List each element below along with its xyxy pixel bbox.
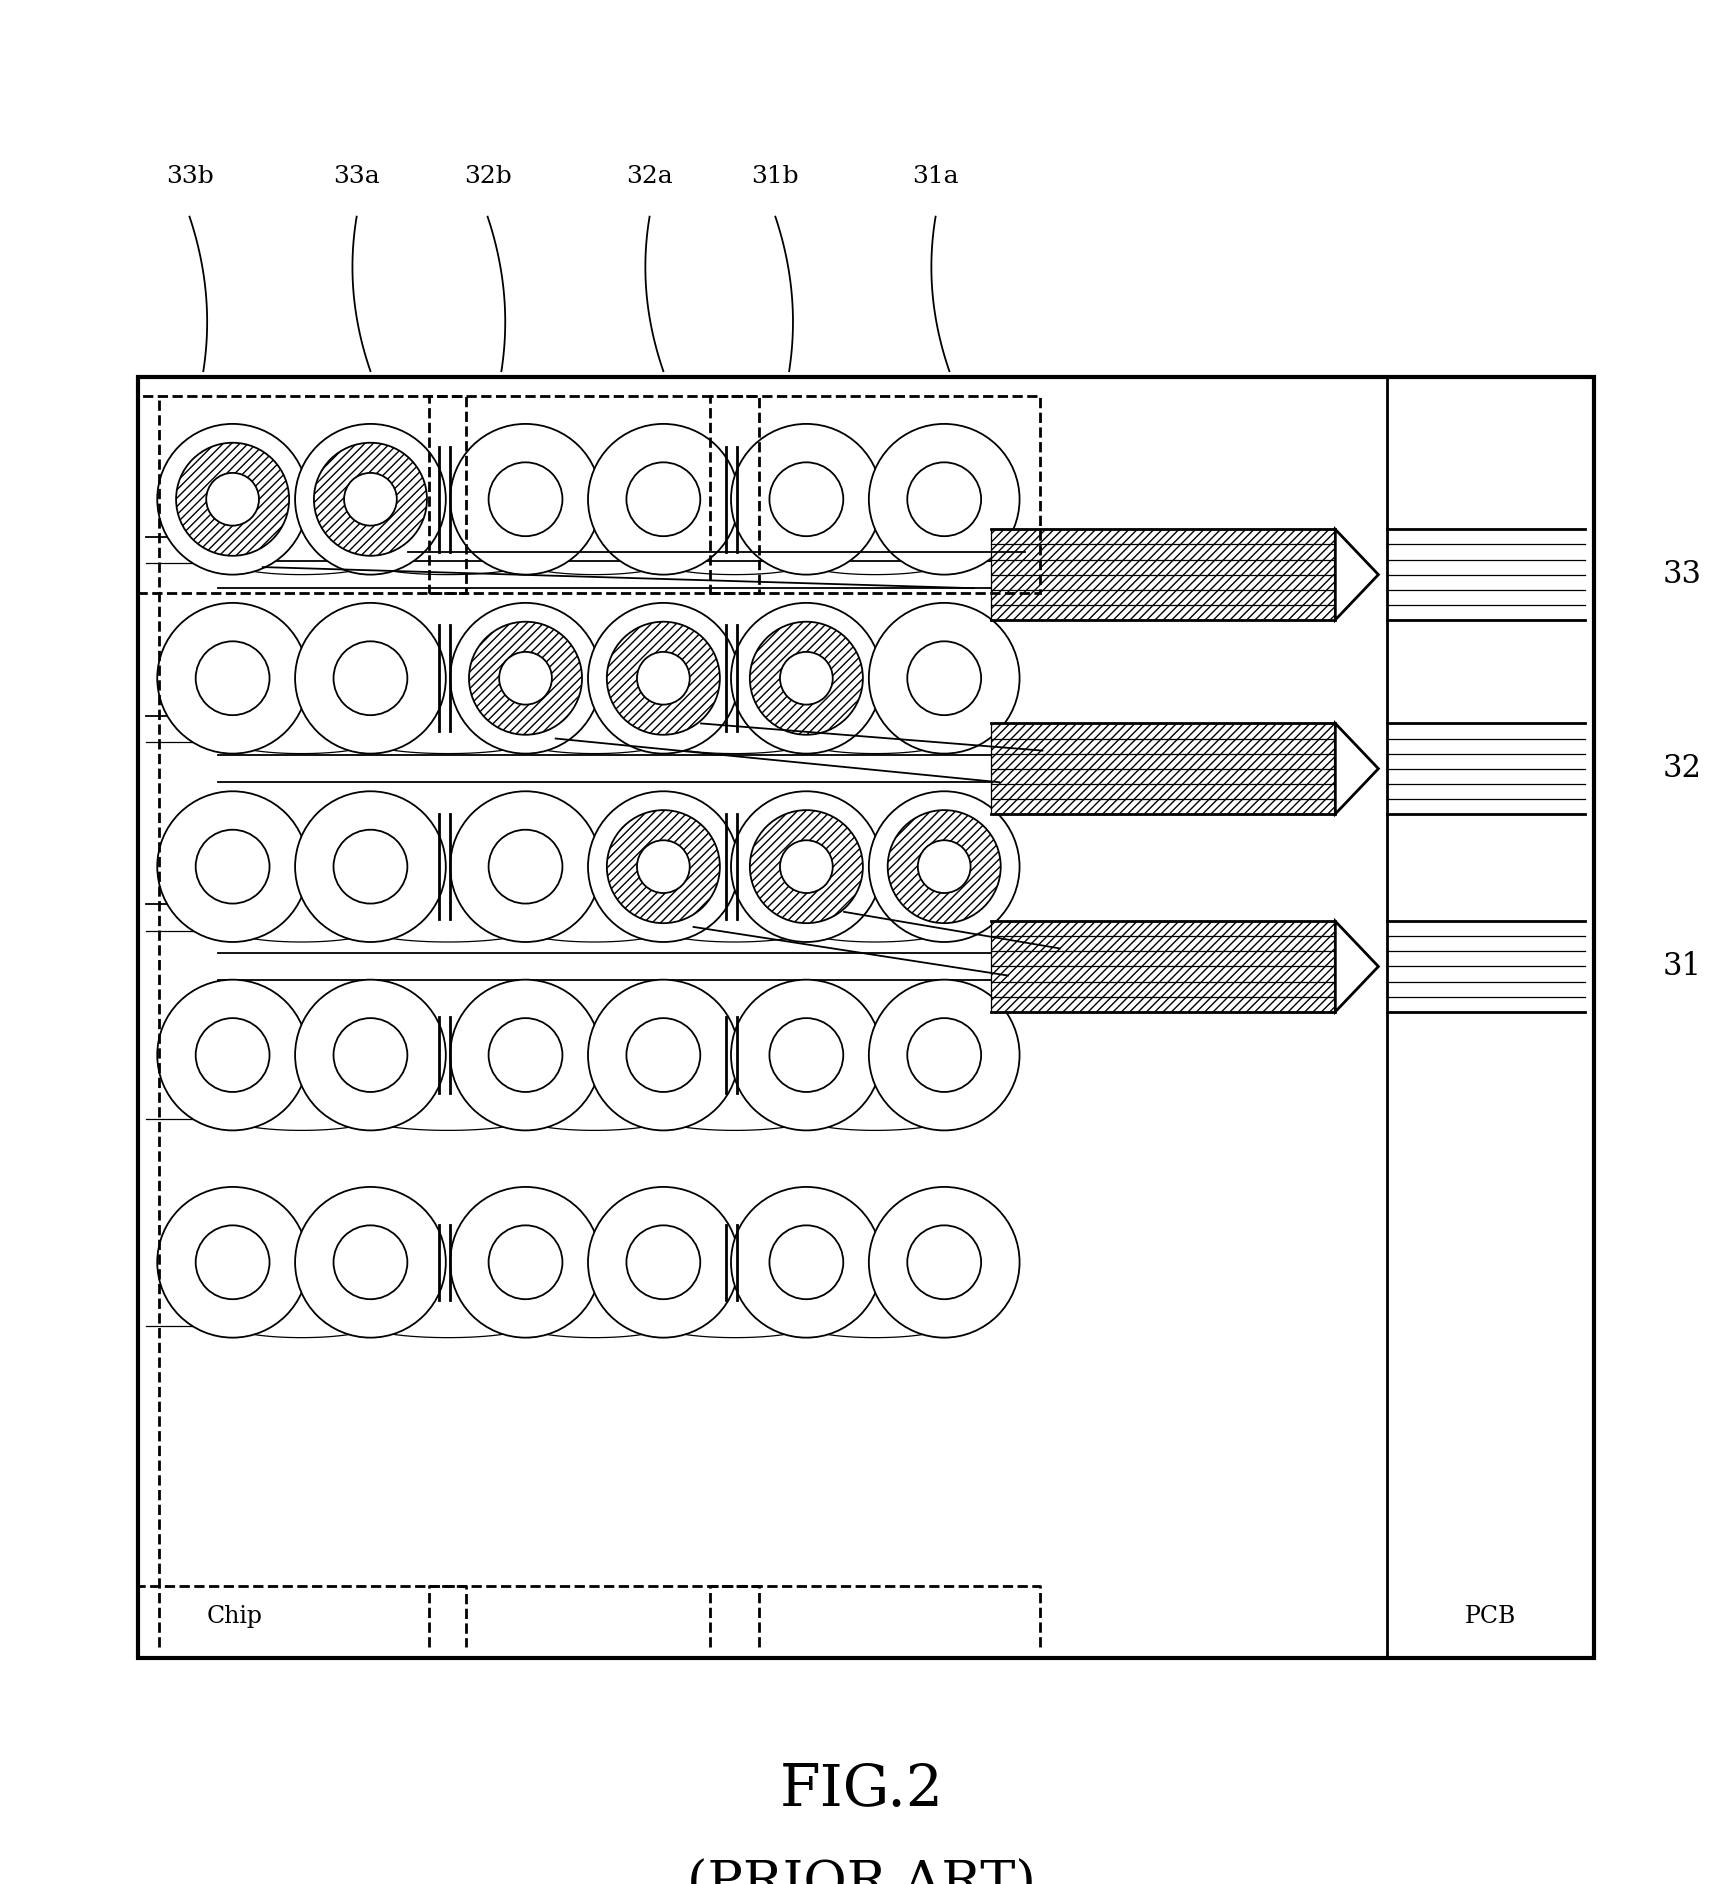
Circle shape xyxy=(750,810,863,923)
Text: 31b: 31b xyxy=(751,166,799,188)
Circle shape xyxy=(868,791,1020,942)
Circle shape xyxy=(207,473,258,526)
Circle shape xyxy=(868,603,1020,754)
Circle shape xyxy=(469,622,582,735)
Circle shape xyxy=(781,840,832,893)
Text: FIG.2: FIG.2 xyxy=(779,1762,944,1818)
Circle shape xyxy=(588,791,739,942)
Polygon shape xyxy=(1335,529,1378,620)
Circle shape xyxy=(781,652,832,705)
Circle shape xyxy=(606,622,720,735)
Circle shape xyxy=(500,652,551,705)
Circle shape xyxy=(588,603,739,754)
Bar xyxy=(991,921,1335,1012)
Circle shape xyxy=(450,980,601,1130)
Circle shape xyxy=(176,443,289,556)
Circle shape xyxy=(314,443,427,556)
Circle shape xyxy=(638,652,689,705)
Circle shape xyxy=(868,1187,1020,1338)
Text: 33b: 33b xyxy=(165,166,214,188)
Bar xyxy=(710,396,1041,593)
Circle shape xyxy=(868,424,1020,575)
Circle shape xyxy=(157,1187,308,1338)
Circle shape xyxy=(157,980,308,1130)
Circle shape xyxy=(450,424,601,575)
Text: 31: 31 xyxy=(1663,951,1702,982)
Text: 33: 33 xyxy=(1663,560,1702,590)
Polygon shape xyxy=(1335,921,1378,1012)
Circle shape xyxy=(731,424,882,575)
Circle shape xyxy=(345,473,396,526)
Circle shape xyxy=(588,424,739,575)
Bar xyxy=(991,723,1335,814)
Circle shape xyxy=(918,840,970,893)
Text: 33a: 33a xyxy=(333,166,381,188)
Circle shape xyxy=(731,791,882,942)
Text: 31a: 31a xyxy=(911,166,960,188)
Circle shape xyxy=(157,603,308,754)
Bar xyxy=(429,396,760,593)
Bar xyxy=(136,396,467,593)
Text: (PRIOR ART): (PRIOR ART) xyxy=(687,1858,1036,1884)
Circle shape xyxy=(450,603,601,754)
Bar xyxy=(138,377,1594,1658)
Bar xyxy=(991,723,1335,814)
Circle shape xyxy=(868,980,1020,1130)
Circle shape xyxy=(588,1187,739,1338)
Text: 32b: 32b xyxy=(463,166,512,188)
Text: Chip: Chip xyxy=(207,1605,264,1628)
Polygon shape xyxy=(1335,723,1378,814)
Circle shape xyxy=(638,840,689,893)
Text: 32a: 32a xyxy=(625,166,674,188)
Circle shape xyxy=(295,1187,446,1338)
Circle shape xyxy=(588,980,739,1130)
Circle shape xyxy=(450,1187,601,1338)
Circle shape xyxy=(450,791,601,942)
Circle shape xyxy=(295,424,446,575)
Text: 32: 32 xyxy=(1663,754,1702,784)
Circle shape xyxy=(295,980,446,1130)
Circle shape xyxy=(606,810,720,923)
Circle shape xyxy=(731,1187,882,1338)
Circle shape xyxy=(750,622,863,735)
Text: PCB: PCB xyxy=(1465,1605,1516,1628)
Bar xyxy=(991,529,1335,620)
Circle shape xyxy=(157,424,308,575)
Bar xyxy=(991,921,1335,1012)
Circle shape xyxy=(295,791,446,942)
Circle shape xyxy=(731,980,882,1130)
Circle shape xyxy=(295,603,446,754)
Circle shape xyxy=(731,603,882,754)
Circle shape xyxy=(157,791,308,942)
Bar xyxy=(991,529,1335,620)
Circle shape xyxy=(887,810,1001,923)
